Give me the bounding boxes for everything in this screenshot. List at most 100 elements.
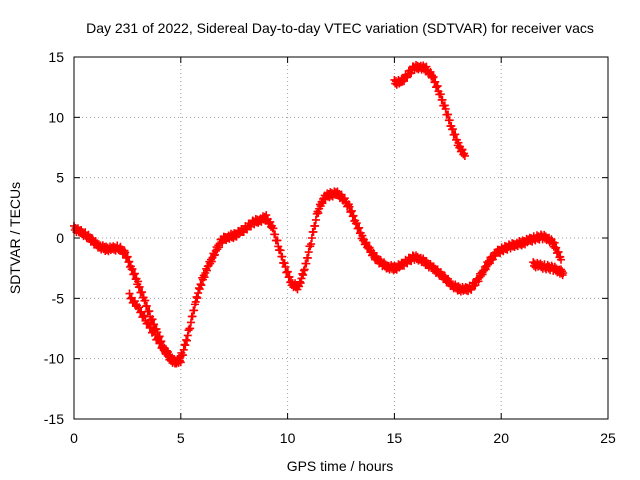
data-point bbox=[458, 145, 467, 154]
data-point bbox=[195, 285, 204, 294]
data-point bbox=[214, 243, 223, 252]
y-tick-label: -15 bbox=[44, 411, 64, 427]
data-point bbox=[193, 294, 202, 303]
chart-title: Day 231 of 2022, Sidereal Day-to-day VTE… bbox=[86, 20, 594, 36]
data-point bbox=[175, 356, 184, 365]
data-point bbox=[181, 341, 190, 350]
data-point bbox=[128, 264, 137, 273]
data-point bbox=[474, 277, 483, 286]
data-point bbox=[340, 194, 349, 203]
data-point bbox=[125, 257, 134, 266]
y-tick-label: -10 bbox=[44, 351, 64, 367]
data-point bbox=[192, 292, 201, 301]
data-point bbox=[184, 326, 193, 335]
data-point bbox=[138, 288, 147, 297]
data-point bbox=[176, 358, 185, 367]
grid-lines bbox=[74, 57, 608, 419]
data-point bbox=[194, 289, 203, 298]
data-point bbox=[347, 206, 356, 215]
data-point bbox=[271, 230, 280, 239]
data-point bbox=[183, 331, 192, 340]
data-point bbox=[134, 277, 143, 286]
data-point bbox=[278, 252, 287, 261]
data-point bbox=[135, 282, 144, 291]
x-tick-label: 25 bbox=[600, 430, 616, 446]
data-point bbox=[280, 259, 289, 268]
data-point bbox=[123, 252, 132, 261]
data-point bbox=[429, 72, 438, 81]
data-point bbox=[121, 248, 130, 257]
data-point bbox=[552, 243, 561, 252]
data-point bbox=[559, 268, 568, 277]
data-point bbox=[343, 201, 352, 210]
data-point bbox=[191, 297, 200, 306]
data-point bbox=[459, 150, 468, 159]
x-tick-labels: 0 5 10 15 20 25 bbox=[70, 430, 616, 446]
data-point bbox=[283, 267, 292, 276]
data-point bbox=[433, 81, 442, 90]
data-point bbox=[345, 202, 354, 211]
data-point bbox=[484, 260, 493, 269]
data-point bbox=[135, 303, 144, 312]
data-point bbox=[213, 245, 222, 254]
data-point bbox=[309, 227, 318, 236]
data-point bbox=[307, 234, 316, 242]
data-point bbox=[196, 280, 205, 289]
data-point bbox=[314, 209, 323, 218]
data-point bbox=[276, 246, 285, 255]
data-point bbox=[478, 270, 487, 279]
x-tick-label: 0 bbox=[70, 430, 78, 446]
data-point bbox=[125, 289, 134, 298]
data-point bbox=[186, 324, 195, 333]
data-point bbox=[358, 231, 367, 240]
x-tick-label: 20 bbox=[493, 430, 509, 446]
data-point bbox=[141, 296, 150, 305]
data-point bbox=[318, 199, 327, 208]
data-point bbox=[188, 312, 197, 321]
data-point bbox=[269, 224, 278, 233]
data-point bbox=[431, 77, 440, 86]
data-point bbox=[266, 217, 275, 226]
data-point bbox=[190, 306, 199, 315]
data-point bbox=[179, 345, 188, 354]
data-point bbox=[262, 211, 271, 220]
data-point bbox=[303, 253, 312, 262]
axis-ticks bbox=[73, 56, 609, 420]
data-point bbox=[202, 266, 211, 275]
data-points bbox=[70, 61, 568, 368]
data-point bbox=[178, 351, 187, 360]
data-point bbox=[144, 318, 153, 327]
data-point bbox=[307, 240, 316, 249]
data-point bbox=[210, 250, 219, 259]
data-point bbox=[130, 269, 139, 278]
data-point bbox=[445, 116, 454, 125]
data-point bbox=[476, 272, 485, 281]
y-tick-label: 15 bbox=[48, 49, 64, 65]
data-point bbox=[285, 272, 294, 281]
data-point bbox=[146, 323, 155, 332]
data-point bbox=[480, 266, 489, 275]
data-point bbox=[362, 238, 371, 247]
data-point bbox=[438, 95, 447, 104]
series-track-lower-branch bbox=[125, 289, 185, 368]
data-point bbox=[349, 211, 358, 220]
data-point bbox=[311, 221, 320, 230]
data-point bbox=[145, 307, 154, 316]
data-point bbox=[441, 104, 450, 113]
data-point bbox=[299, 271, 308, 280]
data-point bbox=[207, 257, 216, 266]
data-point bbox=[554, 247, 563, 256]
data-point bbox=[448, 125, 457, 134]
data-point bbox=[154, 334, 163, 343]
data-point bbox=[444, 110, 453, 119]
series-track-late-segment bbox=[529, 258, 568, 280]
data-point bbox=[281, 262, 290, 271]
data-point bbox=[550, 238, 559, 247]
data-point bbox=[304, 248, 313, 257]
data-point bbox=[302, 259, 311, 268]
y-tick-label: -5 bbox=[52, 290, 65, 306]
data-point bbox=[451, 130, 460, 139]
y-axis-label: SDTVAR / TECUs bbox=[7, 182, 23, 294]
data-point bbox=[156, 338, 165, 347]
